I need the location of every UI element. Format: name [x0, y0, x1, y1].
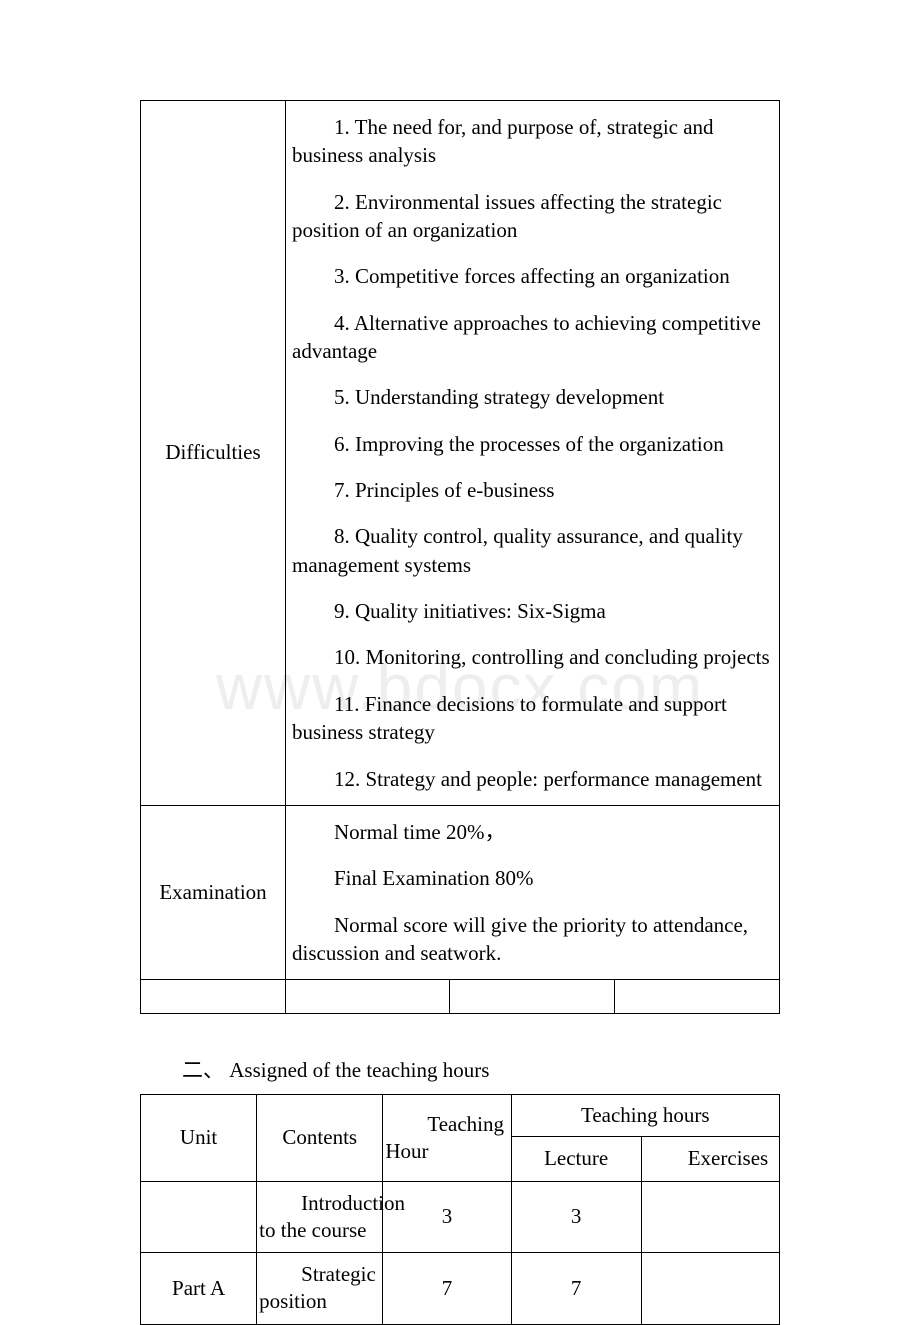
section-heading: 二、 Assigned of the teaching hours [140, 1054, 780, 1084]
empty-cell [449, 980, 614, 1014]
empty-cell [614, 980, 779, 1014]
cell-contents-text: Introduction to the course [259, 1190, 376, 1245]
table-row-empty [141, 980, 780, 1014]
header-lecture: Lecture [511, 1137, 641, 1181]
difficulty-item: 1. The need for, and purpose of, strateg… [292, 113, 773, 170]
header-teaching-hour: Teaching Hour [383, 1095, 511, 1181]
table-row: Examination Normal time 20%， Final Exami… [141, 805, 780, 979]
difficulty-item: 3. Competitive forces affecting an organ… [292, 262, 773, 290]
cell-hour: 7 [383, 1253, 511, 1325]
difficulty-item: 2. Environmental issues affecting the st… [292, 188, 773, 245]
difficulty-item: 6. Improving the processes of the organi… [292, 430, 773, 458]
row-content-difficulties: 1. The need for, and purpose of, strateg… [286, 101, 780, 806]
header-teaching-hour-text: Teaching Hour [385, 1111, 504, 1166]
difficulty-item: 5. Understanding strategy development [292, 383, 773, 411]
exam-item: Final Examination 80% [292, 864, 773, 892]
difficulty-item: 12. Strategy and people: performance man… [292, 765, 773, 793]
difficulty-item: 4. Alternative approaches to achieving c… [292, 309, 773, 366]
cell-unit: Part A [141, 1253, 257, 1325]
cell-contents: Strategic position [257, 1253, 383, 1325]
header-contents: Contents [257, 1095, 383, 1181]
difficulty-item: 9. Quality initiatives: Six-Sigma [292, 597, 773, 625]
header-teaching-hours: Teaching hours [511, 1095, 779, 1137]
header-exercises-text: Exercises [646, 1145, 775, 1172]
header-unit: Unit [141, 1095, 257, 1181]
table-row: Difficulties 1. The need for, and purpos… [141, 101, 780, 806]
cell-lecture: 7 [511, 1253, 641, 1325]
row-content-examination: Normal time 20%， Final Examination 80% N… [286, 805, 780, 979]
empty-cell [286, 980, 450, 1014]
cell-contents: Introduction to the course [257, 1181, 383, 1253]
table-header-row: Unit Contents Teaching Hour Teaching hou… [141, 1095, 780, 1137]
exam-item: Normal score will give the priority to a… [292, 911, 773, 968]
difficulty-item: 7. Principles of e-business [292, 476, 773, 504]
difficulty-item: 8. Quality control, quality assurance, a… [292, 522, 773, 579]
difficulty-item: 11. Finance decisions to formulate and s… [292, 690, 773, 747]
table-row: Introduction to the course 3 3 [141, 1181, 780, 1253]
exam-item: Normal time 20%， [292, 818, 773, 846]
cell-lecture: 3 [511, 1181, 641, 1253]
row-label-examination: Examination [141, 805, 286, 979]
cell-contents-text: Strategic position [259, 1261, 376, 1316]
difficulty-item: 10. Monitoring, controlling and concludi… [292, 643, 773, 671]
row-label-difficulties: Difficulties [141, 101, 286, 806]
empty-cell [141, 980, 286, 1014]
course-info-table: Difficulties 1. The need for, and purpos… [140, 100, 780, 1014]
table-row: Part A Strategic position 7 7 [141, 1253, 780, 1325]
cell-exercises [641, 1253, 779, 1325]
page-content: Difficulties 1. The need for, and purpos… [0, 0, 920, 1325]
cell-exercises [641, 1181, 779, 1253]
header-exercises: Exercises [641, 1137, 779, 1181]
teaching-hours-table: Unit Contents Teaching Hour Teaching hou… [140, 1094, 780, 1324]
cell-unit [141, 1181, 257, 1253]
